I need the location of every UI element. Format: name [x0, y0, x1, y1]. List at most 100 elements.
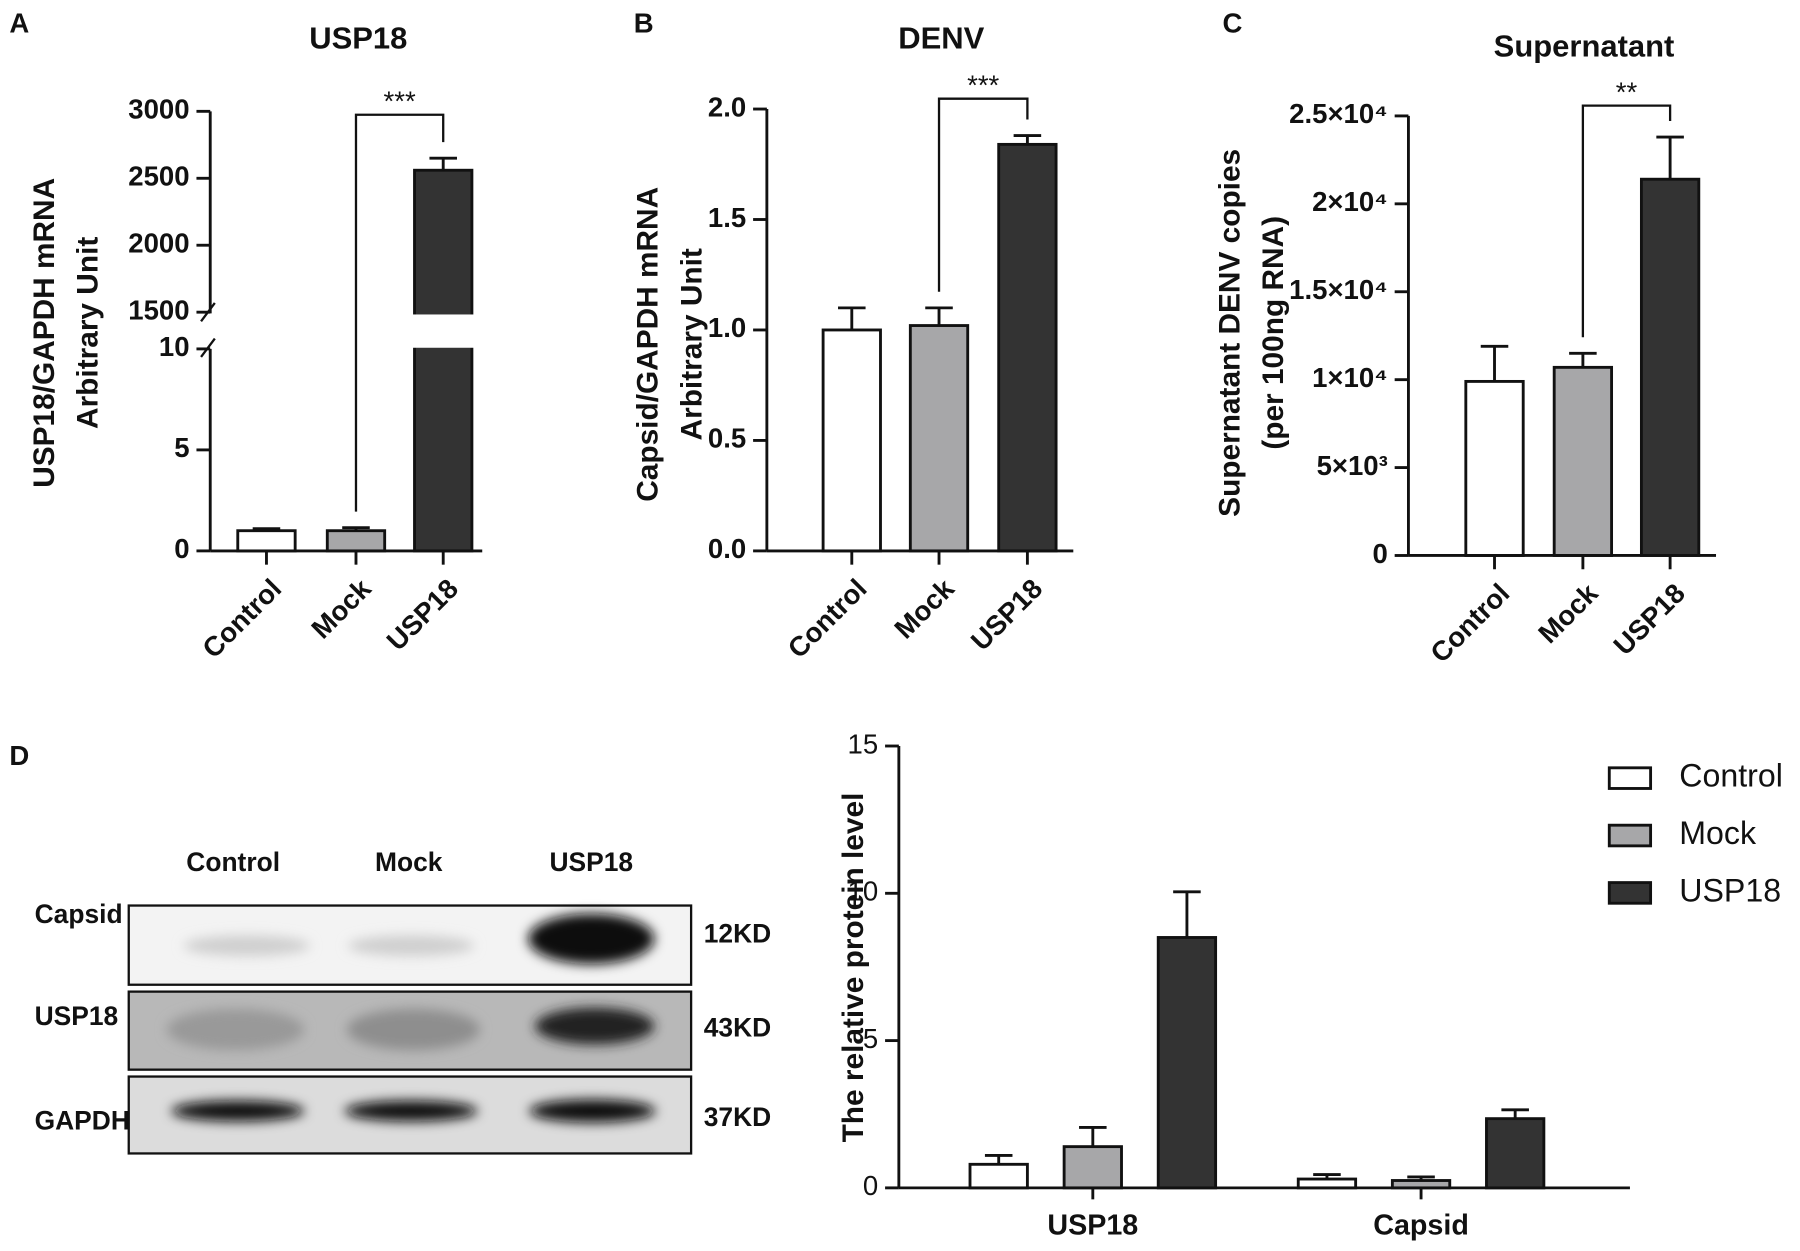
y-axis-label: Arbitrary Unit	[675, 248, 708, 440]
error-bar	[1407, 1175, 1435, 1181]
y-tick-label: 5	[863, 1023, 878, 1054]
size-label: 12KD	[704, 918, 771, 948]
panel-label: D	[9, 740, 29, 771]
error-bar	[984, 1154, 1013, 1165]
band	[183, 935, 311, 957]
lane-label: Mock	[375, 847, 443, 877]
panel-label: B	[634, 8, 654, 39]
chart-title: Supernatant	[1494, 28, 1675, 63]
y-tick-label: 5×10³	[1317, 450, 1388, 481]
band	[171, 1100, 305, 1122]
y-tick-label: 0.0	[708, 533, 746, 564]
bar	[1639, 177, 1701, 557]
x-tick-label: Mock	[888, 572, 960, 644]
x-tick-label: USP18	[380, 573, 464, 657]
row-label: GAPDH	[35, 1105, 130, 1135]
y-tick-label: 2500	[128, 161, 189, 192]
error-bar	[429, 156, 457, 171]
y-tick-label: 3000	[128, 94, 189, 125]
bar	[1062, 1145, 1123, 1190]
band	[347, 935, 475, 957]
x-tick-label: USP18	[965, 573, 1049, 657]
y-tick-label: 2×10⁴	[1312, 186, 1388, 217]
y-tick-label: 2.0	[708, 91, 746, 122]
band	[166, 1008, 305, 1051]
error-bar	[838, 306, 866, 330]
legend-label: USP18	[1679, 872, 1781, 908]
error-bar	[1013, 134, 1042, 145]
y-axis-label: USP18/GAPDH mRNA	[28, 178, 61, 488]
bar	[325, 529, 387, 553]
bar	[1156, 936, 1218, 1190]
western-blot: Control Mock USP18 Capsid USP18 GAPDH 12…	[35, 847, 771, 1155]
x-tick-label: Control	[782, 573, 873, 664]
x-tick-label: USP18	[1607, 577, 1691, 661]
y-tick-label: 1.5	[708, 202, 746, 233]
bar	[1485, 1117, 1546, 1190]
y-axis-label: (per 100ng RNA)	[1257, 216, 1290, 450]
axis-break-gap	[187, 314, 483, 348]
y-tick-label: 1×10⁴	[1312, 362, 1388, 393]
size-label: 43KD	[704, 1012, 771, 1042]
error-bar	[1079, 1126, 1107, 1147]
bar	[997, 142, 1058, 553]
size-label: 37KD	[704, 1102, 771, 1132]
bar	[968, 1162, 1029, 1190]
error-bar	[342, 526, 370, 531]
chart-title: USP18	[309, 20, 407, 55]
bar	[413, 168, 474, 553]
y-tick-label: 10	[159, 331, 190, 362]
bar	[1464, 379, 1525, 557]
error-bar	[1501, 1108, 1529, 1119]
y-axis-label: Capsid/GAPDH mRNA	[632, 187, 665, 502]
bar	[236, 529, 297, 553]
y-axis-label: Arbitrary Unit	[72, 237, 105, 429]
row-label: USP18	[35, 1001, 119, 1031]
x-tick-label: Mock	[1532, 577, 1604, 649]
significance-bracket	[1581, 104, 1672, 338]
x-tick-label: Mock	[305, 572, 377, 644]
legend-swatch	[1607, 881, 1653, 905]
y-tick-label: 5	[174, 432, 189, 463]
error-bar	[1313, 1173, 1341, 1180]
bar	[821, 328, 882, 553]
y-tick-label: 0	[1372, 538, 1387, 569]
y-axis-label: Supernatant DENV copies	[1214, 149, 1247, 517]
error-bar	[252, 527, 281, 531]
y-tick-label: 2.5×10⁴	[1289, 98, 1388, 129]
y-tick-label: 15	[848, 728, 879, 759]
row-label: Capsid	[35, 899, 123, 929]
significance-bracket	[354, 113, 445, 512]
significance-label: ***	[384, 86, 416, 117]
lane-label: Control	[186, 847, 280, 877]
legend-swatch	[1607, 823, 1653, 848]
y-tick-label: 1500	[128, 294, 189, 325]
lane-label: USP18	[549, 847, 633, 877]
significance-bracket	[937, 97, 1029, 292]
x-tick-label: Capsid	[1373, 1209, 1469, 1241]
y-tick-label: 0	[174, 533, 189, 564]
error-bar	[925, 306, 953, 326]
chart-title: DENV	[898, 20, 984, 55]
band	[529, 1099, 656, 1123]
y-tick-label: 0.5	[708, 423, 746, 454]
panel-label: A	[9, 8, 29, 39]
error-bar	[1480, 344, 1509, 382]
band	[535, 1007, 655, 1045]
y-tick-label: 0	[863, 1170, 878, 1201]
band	[346, 1008, 480, 1051]
error-bar	[1656, 135, 1684, 180]
significance-label: **	[1616, 76, 1638, 107]
y-tick-label: 2000	[128, 228, 189, 259]
panel-label: C	[1223, 8, 1243, 39]
error-bar	[1569, 351, 1597, 368]
y-tick-label: 10	[848, 876, 879, 907]
y-axis-label: The relative protein level	[837, 793, 870, 1143]
significance-label: ***	[967, 70, 999, 101]
x-tick-label: USP18	[1047, 1209, 1138, 1241]
x-tick-label: Control	[196, 573, 287, 664]
y-tick-label: 1.0	[708, 312, 746, 343]
error-bar	[1173, 890, 1201, 938]
legend-swatch	[1607, 766, 1653, 790]
